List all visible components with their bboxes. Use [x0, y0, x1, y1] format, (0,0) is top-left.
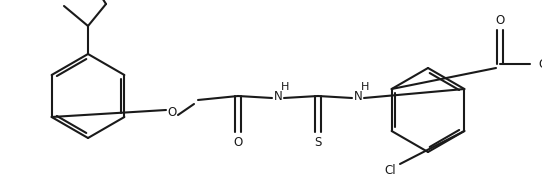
Text: S: S [314, 136, 322, 148]
Text: O: O [234, 136, 243, 148]
Text: OH: OH [538, 57, 542, 70]
Text: N: N [274, 89, 282, 103]
Text: O: O [495, 15, 505, 27]
Text: O: O [167, 107, 177, 119]
Text: N: N [353, 89, 363, 103]
Text: Cl: Cl [384, 164, 396, 176]
Text: H: H [361, 82, 369, 92]
Text: H: H [281, 82, 289, 92]
